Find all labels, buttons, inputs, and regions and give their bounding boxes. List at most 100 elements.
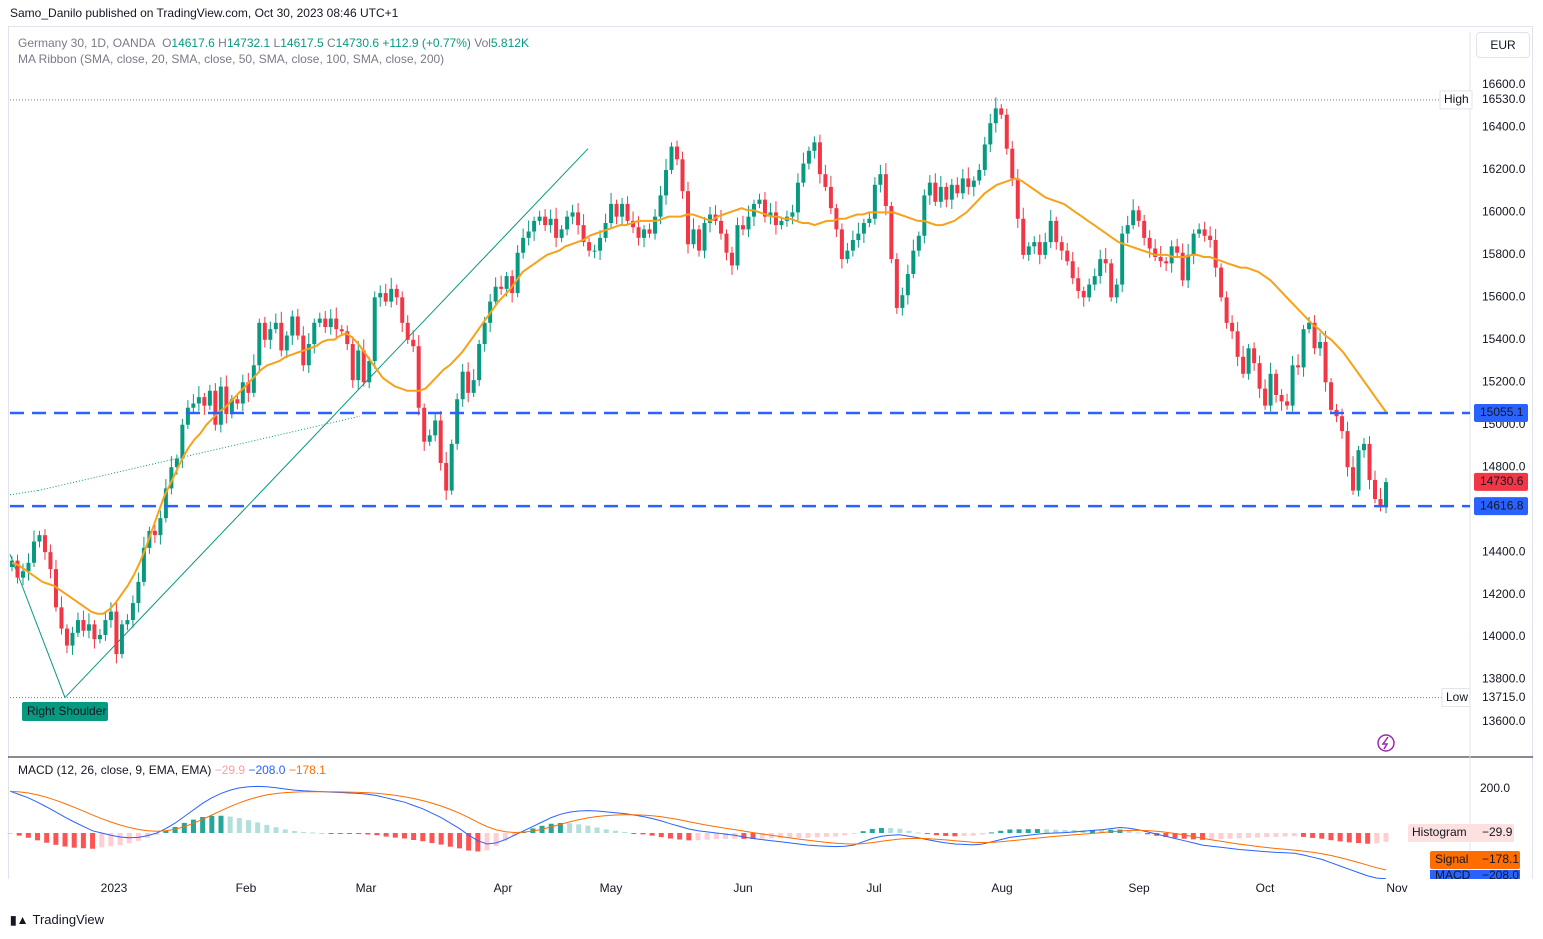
macd-legend-macd: −208.0	[248, 763, 288, 777]
candle-body	[306, 344, 311, 366]
y-tick-label: 15800.0	[1482, 247, 1526, 261]
candle-body	[697, 229, 701, 251]
level-price-label: 15055.1	[1480, 405, 1524, 419]
candle-body	[900, 295, 905, 308]
histogram-bar	[1062, 830, 1068, 833]
histogram-bar	[778, 833, 784, 839]
histogram-bar	[282, 829, 288, 833]
candle-body	[136, 581, 141, 604]
histogram-bar	[1300, 833, 1306, 837]
candle-body	[334, 318, 339, 330]
close-value: 14730.6	[335, 36, 380, 50]
high-value: 14732.1	[226, 36, 271, 50]
high-label: H	[218, 36, 227, 50]
candle-body	[1092, 276, 1097, 285]
histogram-bar	[915, 832, 921, 834]
candle-body	[367, 361, 372, 383]
candle-body	[1373, 479, 1378, 500]
histogram-bar	[585, 825, 591, 833]
candle-body	[1186, 254, 1191, 281]
candle-body	[1180, 252, 1185, 281]
candle-body	[1131, 210, 1136, 226]
histogram-bar	[1255, 833, 1261, 838]
candle-body	[1065, 250, 1070, 262]
histogram-bar	[640, 833, 646, 835]
candle-body	[746, 216, 751, 230]
candle-body	[504, 276, 509, 289]
histogram-bar	[53, 833, 59, 845]
vol-value: 5.812K	[490, 36, 529, 50]
candle-body	[1246, 348, 1251, 374]
histogram-bar	[1374, 833, 1380, 844]
candle-body	[757, 199, 762, 204]
macd-tag-label: MACD	[1435, 868, 1471, 882]
x-tick-label: Mar	[356, 881, 377, 895]
candle-body	[1136, 210, 1141, 221]
histogram-bar	[732, 833, 738, 839]
histogram-bar	[200, 817, 206, 833]
candle-body	[773, 212, 778, 226]
candle-body	[268, 329, 273, 340]
candle-body	[1340, 416, 1345, 432]
candle-body	[389, 288, 394, 302]
histogram-bar	[1245, 833, 1251, 838]
candle-body	[779, 220, 784, 226]
x-tick-label: Jun	[733, 881, 752, 895]
candle-body	[1285, 401, 1290, 406]
candle-body	[768, 212, 773, 217]
histogram-bar	[952, 833, 958, 837]
candle-body	[1081, 290, 1086, 298]
candle-body	[576, 212, 581, 226]
histogram-bar	[1007, 829, 1013, 833]
candle-body	[350, 344, 355, 381]
histogram-bar	[493, 833, 499, 847]
candle-body	[81, 620, 86, 631]
histogram-tag-label: Histogram	[1412, 825, 1467, 839]
histogram-bar	[383, 833, 389, 837]
brand[interactable]: ▮▲ TradingView	[10, 912, 104, 927]
candle-body	[1307, 322, 1312, 330]
currency-selector[interactable]: EUR	[1476, 32, 1530, 58]
candle-body	[323, 318, 328, 328]
candle-body	[1213, 240, 1218, 268]
histogram-bar	[833, 833, 839, 837]
y-tick-label: 13600.0	[1482, 714, 1526, 728]
candle-body	[1087, 284, 1092, 298]
candle-body	[235, 399, 240, 404]
histogram-bar	[310, 832, 316, 834]
candle-body	[1224, 297, 1229, 323]
y-tick-label: 16400.0	[1482, 120, 1526, 134]
candle-body	[543, 216, 548, 226]
histogram-bar	[1016, 829, 1022, 833]
candle-body	[587, 242, 592, 251]
candle-body	[119, 624, 124, 655]
histogram-bar	[209, 815, 215, 833]
candle-body	[1098, 259, 1103, 277]
histogram-bar	[1034, 829, 1040, 833]
candle-body	[960, 178, 965, 194]
candle-body	[202, 397, 207, 406]
candle-body	[1120, 233, 1125, 285]
candle-body	[856, 233, 861, 241]
histogram-bar	[1172, 833, 1178, 838]
candle-body	[356, 350, 361, 381]
histogram-bar	[759, 833, 765, 839]
candle-body	[592, 250, 597, 252]
y-tick-label: 16000.0	[1482, 205, 1526, 219]
candle-body	[163, 488, 168, 519]
histogram-bar	[227, 816, 233, 833]
ma-ribbon-legend[interactable]: MA Ribbon (SMA, close, 20, SMA, close, 5…	[18, 52, 445, 66]
histogram-bar	[631, 833, 637, 834]
candle-body	[1263, 388, 1268, 406]
candle-body	[466, 371, 471, 393]
candle-body	[1059, 242, 1064, 251]
candle-body	[1037, 242, 1042, 255]
candle-body	[1351, 467, 1356, 491]
histogram-bar	[172, 826, 178, 833]
y-tick-label: 15600.0	[1482, 290, 1526, 304]
candle-body	[894, 259, 899, 308]
candle-body	[1169, 246, 1174, 264]
histogram-bar	[557, 822, 563, 833]
histogram-bar	[1310, 833, 1316, 838]
